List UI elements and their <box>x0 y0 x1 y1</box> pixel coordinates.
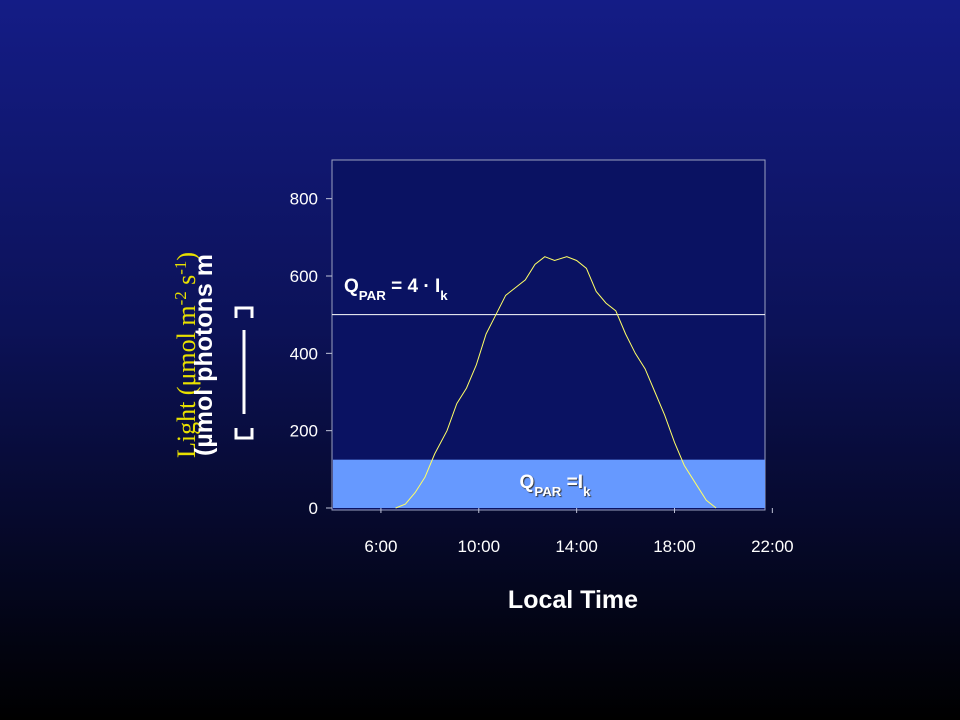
y-axis-label-group: Light (μmol m-2 s-1) <box>171 252 202 458</box>
label-part: Light (μmol m <box>172 305 201 458</box>
band-label: QPAR =Ik <box>520 472 592 499</box>
y-tick-label: 200 <box>290 422 318 441</box>
x-axis-label: Local Time <box>508 586 638 614</box>
x-tick-label: 6:00 <box>364 537 397 556</box>
label-part: s <box>172 275 201 292</box>
label-part: -2 <box>171 291 190 305</box>
plot-area <box>331 159 766 511</box>
ik-band <box>333 459 765 508</box>
y-tick-label: 600 <box>290 267 318 286</box>
label-part: PAR <box>534 484 561 499</box>
label-part: k <box>583 484 591 499</box>
y-axis-overlay-label: (µmol photons m <box>190 254 218 456</box>
label-part: Q <box>520 472 535 493</box>
unit-bracket <box>234 306 254 440</box>
reference-label: QPAR = 4 · Ik <box>344 276 448 303</box>
y-tick-label: 800 <box>290 190 318 209</box>
y-axis-overlay-group: (µmol photons m <box>190 254 218 456</box>
x-tick-label: 22:00 <box>751 537 794 556</box>
x-tick-label: 18:00 <box>653 537 696 556</box>
label-part: ) <box>172 252 201 261</box>
label-part: -1 <box>171 261 190 275</box>
label-part: PAR <box>359 288 386 303</box>
y-tick-label: 400 <box>290 344 318 363</box>
x-tick-label: 10:00 <box>458 537 501 556</box>
label-part: Q <box>344 276 359 297</box>
label-part: =I <box>561 472 583 493</box>
light-line <box>395 256 717 509</box>
y-axis-label: Light (μmol m-2 s-1) <box>171 252 202 458</box>
label-part: k <box>440 288 448 303</box>
y-tick-label: 0 <box>309 499 318 518</box>
x-tick-label: 14:00 <box>555 537 598 556</box>
label-part: = 4 · I <box>386 276 440 297</box>
